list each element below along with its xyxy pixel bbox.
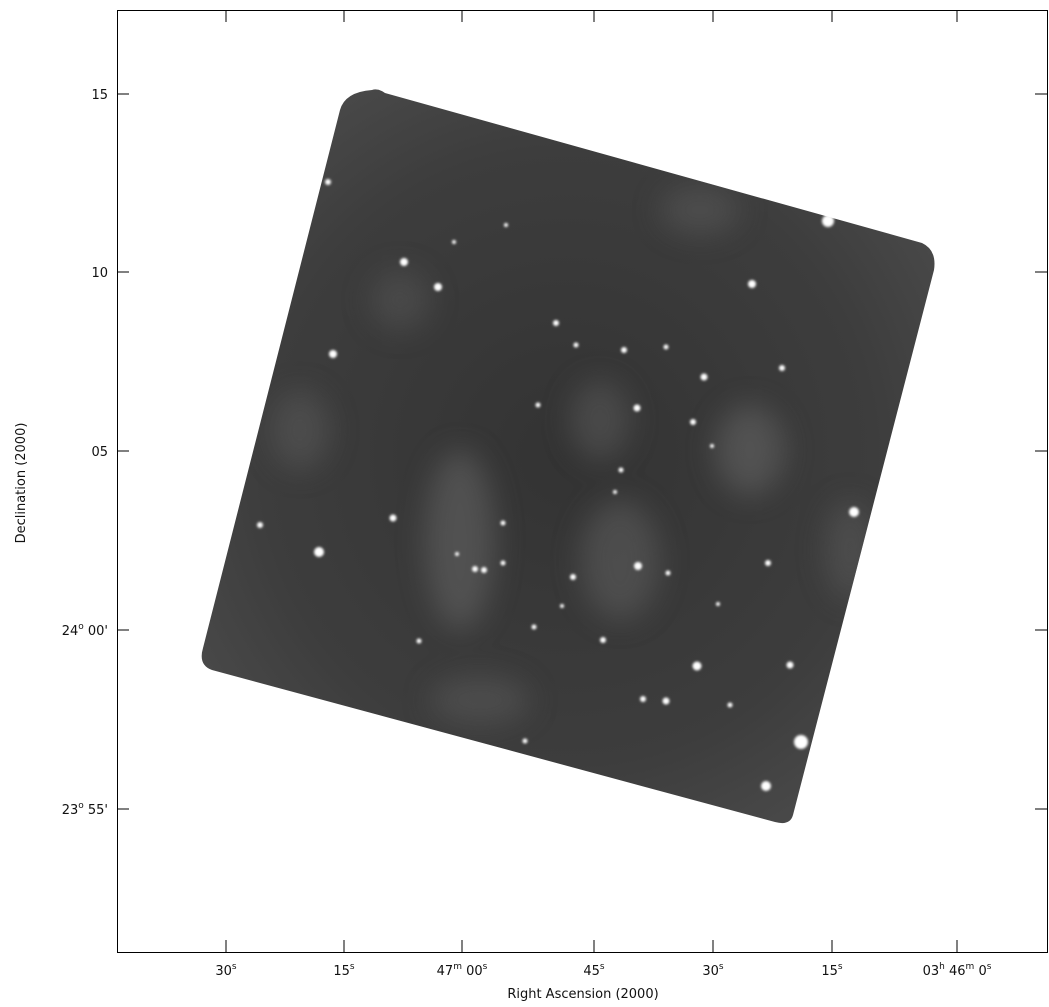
tick-label-part: 05 — [91, 445, 108, 460]
tick-label-part: 24 — [62, 624, 79, 639]
tick-label: 05 — [91, 445, 108, 460]
sky-image-plot: Right Ascension (2000) Declination (2000… — [0, 0, 1049, 1007]
tick-label: 10 — [91, 266, 108, 281]
tick-label-part: 00 — [462, 964, 483, 979]
y-axis-title: Declination (2000) — [14, 423, 29, 544]
image — [202, 89, 935, 823]
tick-label-part: 45 — [583, 964, 600, 979]
tick-label-superscript: m — [453, 962, 462, 972]
tick-label-superscript: s — [719, 962, 724, 972]
tick-label: 15 — [91, 88, 108, 103]
tick-label: 30s — [702, 962, 724, 979]
tick-label: 23o 55' — [62, 801, 108, 818]
tick-label-part: 0 — [974, 964, 986, 979]
tick-label: 47m 00s — [437, 962, 488, 979]
tick-label-superscript: s — [600, 962, 605, 972]
tick-label: 15s — [821, 962, 843, 979]
tick-label: 45s — [583, 962, 605, 979]
tick-label-part: 30 — [215, 964, 232, 979]
tick-label-superscript: s — [232, 962, 237, 972]
tick-label-superscript: s — [350, 962, 355, 972]
tick-label-part: 46 — [945, 964, 966, 979]
tick-label-part: 03 — [923, 964, 940, 979]
tick-label-part: 23 — [62, 803, 79, 818]
tick-label-part: 15 — [91, 88, 108, 103]
tick-label-part: 55' — [84, 803, 108, 818]
tick-label-part: 10 — [91, 266, 108, 281]
tick-label-superscript: m — [966, 962, 975, 972]
tick-label-part: 00' — [84, 624, 108, 639]
tick-label-part: 15 — [333, 964, 350, 979]
tick-label-superscript: s — [483, 962, 488, 972]
tick-label-part: 47 — [437, 964, 454, 979]
tick-label-part: 15 — [821, 964, 838, 979]
tick-label-superscript: s — [987, 962, 992, 972]
tick-label: 03h 46m 0s — [923, 962, 992, 979]
tick-label-superscript: s — [838, 962, 843, 972]
tick-label: 15s — [333, 962, 355, 979]
x-axis-title: Right Ascension (2000) — [507, 987, 658, 1002]
tick-label: 30s — [215, 962, 237, 979]
page: {"x_axis":{"title":"Right Ascension (200… — [0, 0, 1049, 1007]
tick-label-part: 30 — [702, 964, 719, 979]
tick-label: 24o 00' — [62, 622, 108, 639]
